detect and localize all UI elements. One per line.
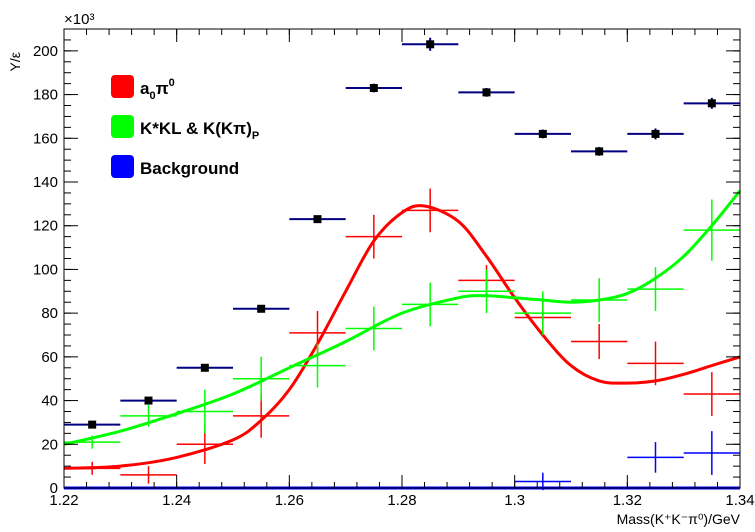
- x-tick-label: 1.3: [504, 492, 525, 509]
- data-point: [627, 267, 684, 311]
- x-tick-label: 1.34: [725, 492, 754, 509]
- legend-label-background: Background: [140, 159, 239, 178]
- data-point: [402, 188, 459, 233]
- data-point: [402, 37, 459, 51]
- data-point: [345, 83, 402, 93]
- legend-swatch-background: [111, 155, 134, 178]
- data-point: [233, 356, 290, 401]
- y-tick-label: 180: [33, 87, 58, 104]
- fit-curve-5: [63, 189, 742, 446]
- legend-swatch-a0pi0: [111, 75, 134, 98]
- data-point: [571, 147, 628, 156]
- point-marker: [651, 129, 660, 138]
- y-tick-label: 140: [33, 174, 58, 191]
- y-tick-label: 200: [33, 43, 58, 60]
- data-point: [64, 420, 121, 429]
- point-marker: [426, 40, 435, 49]
- legend-label-a0pi0: a0π0: [140, 77, 175, 102]
- data-point: [64, 435, 121, 449]
- y-tick-label: 60: [41, 349, 58, 366]
- point-marker: [538, 129, 547, 138]
- axis-ticks: 1.22 1.24 1.26 1.28 1.3 1.32 1.34 0 20 40 60 80 100 1…: [33, 28, 755, 509]
- y-multiplier: ×10³: [64, 11, 94, 28]
- point-marker: [88, 420, 97, 429]
- data-point: [345, 214, 402, 259]
- y-tick-label: 100: [33, 261, 58, 278]
- data-point: [571, 278, 628, 322]
- point-marker: [144, 396, 153, 405]
- data-point: [120, 404, 177, 427]
- data-point: [627, 341, 684, 386]
- x-tick-label: 1.32: [613, 492, 642, 509]
- data-point: [627, 128, 684, 140]
- y-tick-label: 120: [33, 218, 58, 235]
- data-point: [402, 282, 459, 327]
- data-point: [458, 88, 515, 97]
- data-points: [64, 37, 740, 491]
- data-point: [514, 129, 571, 139]
- data-point: [683, 372, 740, 416]
- y-tick-label: 160: [33, 130, 58, 147]
- y-axis-title: Y/ε: [7, 52, 23, 71]
- data-point: [120, 466, 177, 484]
- point-marker: [257, 304, 266, 313]
- legend-swatch-kstar: [111, 115, 134, 138]
- data-point: [458, 269, 515, 314]
- data-point: [345, 306, 402, 351]
- data-point: [571, 324, 628, 360]
- x-tick-label: 1.24: [162, 492, 191, 509]
- y-tick-label: 20: [41, 436, 58, 453]
- data-point: [176, 363, 233, 372]
- legend: a0π0 K*KL & K(Kπ)P Background: [111, 75, 259, 178]
- x-tick-label: 1.22: [49, 492, 78, 509]
- point-marker: [369, 84, 378, 93]
- data-point: [289, 343, 346, 388]
- data-point: [120, 396, 177, 405]
- data-point: [289, 215, 346, 224]
- fit-curves: [63, 189, 742, 490]
- y-tick-label: 80: [41, 305, 58, 322]
- x-axis-title: Mass(K⁺K⁻π⁰)/GeV: [617, 511, 741, 527]
- data-point: [514, 472, 571, 491]
- point-marker: [313, 215, 322, 224]
- point-marker: [595, 147, 604, 156]
- data-point: [514, 291, 571, 335]
- data-point: [683, 431, 740, 475]
- data-point: [176, 389, 233, 434]
- data-point: [683, 199, 740, 261]
- legend-label-kstar: K*KL & K(Kπ)P: [140, 119, 259, 142]
- point-marker: [482, 88, 491, 97]
- data-point: [64, 461, 121, 475]
- x-tick-label: 1.26: [275, 492, 304, 509]
- y-tick-label: 0: [50, 480, 58, 497]
- data-point: [233, 394, 290, 438]
- x-tick-label: 1.28: [387, 492, 416, 509]
- data-point: [233, 304, 290, 313]
- data-point: [627, 442, 684, 473]
- data-point: [683, 97, 740, 109]
- point-marker: [707, 99, 716, 108]
- fit-curve-4: [63, 204, 741, 470]
- point-marker: [200, 363, 209, 372]
- y-tick-label: 40: [41, 393, 58, 410]
